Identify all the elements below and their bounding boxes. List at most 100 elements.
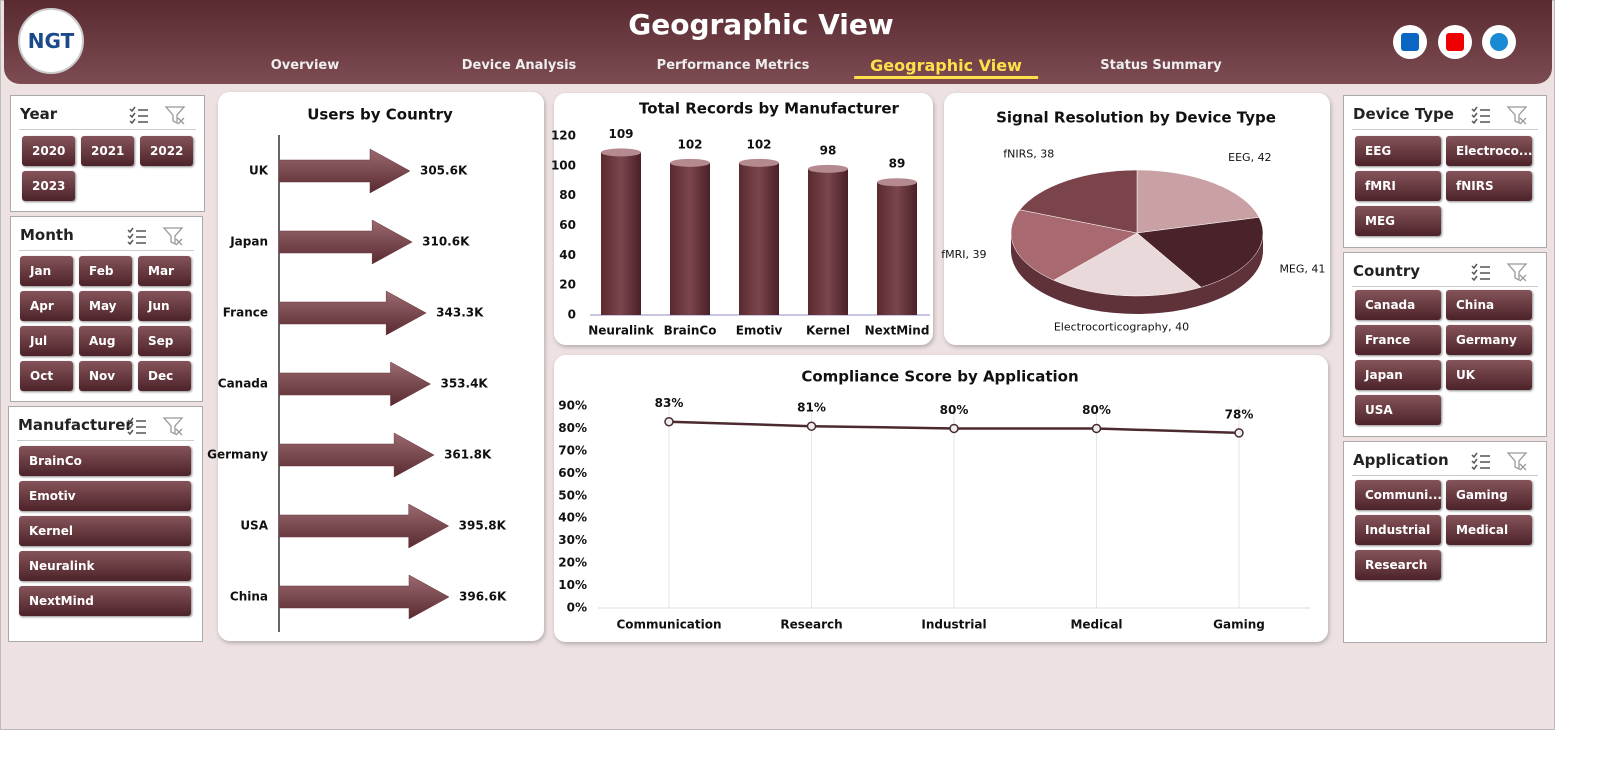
slicer-button[interactable]: Industrial bbox=[1355, 515, 1441, 545]
nav-tab[interactable]: Geographic View bbox=[854, 56, 1038, 79]
slicer-button[interactable]: Germany bbox=[1446, 325, 1532, 355]
slicer-button[interactable]: May bbox=[79, 291, 132, 321]
clear-filter-icon[interactable] bbox=[1506, 106, 1528, 125]
slicer-button[interactable]: Gaming bbox=[1446, 480, 1532, 510]
logo[interactable]: NGT bbox=[18, 8, 84, 74]
slicer-button[interactable]: Mar bbox=[138, 256, 191, 286]
slicer-button[interactable]: Jul bbox=[20, 326, 73, 356]
nav-tab[interactable]: Performance Metrics bbox=[656, 58, 810, 73]
data-label-separator: , bbox=[1251, 151, 1258, 164]
multi-select-icon[interactable] bbox=[129, 106, 148, 125]
data-label-category: Electrocorticography bbox=[1054, 321, 1169, 334]
slicer-button[interactable]: Jun bbox=[138, 291, 191, 321]
x-tick-label: Research bbox=[780, 618, 842, 632]
multi-select-icon[interactable] bbox=[127, 417, 146, 436]
clear-filter-icon[interactable] bbox=[1506, 452, 1528, 471]
slicer-button[interactable]: Feb bbox=[79, 256, 132, 286]
slicer-icons[interactable] bbox=[126, 225, 186, 247]
slicer-button[interactable]: fMRI bbox=[1355, 171, 1441, 201]
arrow-bar bbox=[278, 361, 432, 407]
clear-filter-icon[interactable] bbox=[1506, 263, 1528, 282]
value-label: 395.8K bbox=[459, 519, 507, 533]
slicer-button[interactable]: USA bbox=[1355, 395, 1441, 425]
value-label: 80% bbox=[940, 403, 969, 417]
nav-tab[interactable]: Overview bbox=[270, 58, 340, 73]
slicer-button[interactable]: Aug bbox=[79, 326, 132, 356]
data-label: Electrocorticography, 40 bbox=[1054, 321, 1189, 334]
value-label: 305.6K bbox=[420, 164, 468, 178]
line-point bbox=[1091, 423, 1102, 434]
slicer-button[interactable]: Medical bbox=[1446, 515, 1532, 545]
chart-title: Users by Country bbox=[307, 106, 453, 124]
multi-select-icon[interactable] bbox=[127, 227, 146, 246]
arrow-bar bbox=[278, 290, 427, 336]
slicer-button[interactable]: Japan bbox=[1355, 360, 1441, 390]
slicer-icons[interactable] bbox=[126, 415, 186, 437]
slicer-icons[interactable] bbox=[128, 104, 188, 126]
multi-select-icon[interactable] bbox=[1471, 263, 1490, 282]
slicer-button[interactable]: NextMind bbox=[19, 586, 191, 616]
slicer-button[interactable]: Dec bbox=[138, 361, 191, 391]
value-label: 102 bbox=[677, 137, 702, 151]
clear-filter-icon[interactable] bbox=[162, 417, 184, 436]
slicer-icons[interactable] bbox=[1470, 261, 1530, 283]
data-label-category: fNIRS bbox=[1003, 147, 1033, 160]
clear-filter-icon[interactable] bbox=[164, 106, 186, 125]
web-icon[interactable] bbox=[1482, 25, 1516, 59]
slicer-button[interactable]: Communi... bbox=[1355, 480, 1441, 510]
slicer-icons[interactable] bbox=[1470, 104, 1530, 126]
y-tick-label: 50% bbox=[558, 488, 587, 502]
slicer-button[interactable]: Canada bbox=[1355, 290, 1441, 320]
slicer-divider bbox=[19, 129, 196, 130]
slicer-button[interactable]: fNIRS bbox=[1446, 171, 1532, 201]
data-label-separator: , bbox=[1033, 147, 1040, 160]
data-label-value: 42 bbox=[1258, 151, 1272, 164]
slicer-button[interactable]: Electroco... bbox=[1446, 136, 1532, 166]
arrow-bar bbox=[278, 503, 450, 549]
slicer-button[interactable]: Jan bbox=[20, 256, 73, 286]
category-label: Canada bbox=[218, 377, 268, 391]
youtube-icon[interactable] bbox=[1438, 25, 1472, 59]
slicer-button[interactable]: Research bbox=[1355, 550, 1441, 580]
slicer-button[interactable]: 2020 bbox=[22, 136, 75, 166]
chart-title: Signal Resolution by Device Type bbox=[996, 109, 1276, 127]
arrow-bar bbox=[278, 432, 435, 478]
slicer-button[interactable]: China bbox=[1446, 290, 1532, 320]
nav-tab[interactable]: Status Summary bbox=[1100, 58, 1222, 73]
header: NGT Geographic View Overview Device Analy… bbox=[4, 0, 1552, 84]
category-label: Japan bbox=[229, 235, 268, 249]
slicer-button[interactable]: France bbox=[1355, 325, 1441, 355]
pie-slice bbox=[1010, 209, 1138, 281]
x-tick-label: NextMind bbox=[865, 324, 930, 338]
y-tick-label: 20% bbox=[558, 556, 587, 570]
y-tick-label: 20 bbox=[559, 278, 576, 292]
slicer-button[interactable]: BrainCo bbox=[19, 446, 191, 476]
slicer-button[interactable]: MEG bbox=[1355, 206, 1441, 236]
data-label: MEG, 41 bbox=[1279, 262, 1325, 275]
pie-slice bbox=[1019, 169, 1138, 234]
slicer-button[interactable]: Neuralink bbox=[19, 551, 191, 581]
page-title: Geographic View bbox=[628, 8, 894, 41]
slicer-button[interactable]: 2023 bbox=[22, 171, 75, 201]
multi-select-icon[interactable] bbox=[1471, 452, 1490, 471]
nav-tab[interactable]: Device Analysis bbox=[461, 58, 577, 73]
linkedin-icon[interactable] bbox=[1393, 25, 1427, 59]
slicer-button[interactable]: 2022 bbox=[140, 136, 193, 166]
bar bbox=[670, 162, 710, 315]
slicer-button[interactable]: 2021 bbox=[81, 136, 134, 166]
slicer-button[interactable]: Apr bbox=[20, 291, 73, 321]
multi-select-icon[interactable] bbox=[1471, 106, 1490, 125]
clear-filter-icon[interactable] bbox=[162, 227, 184, 246]
slicer-button[interactable]: Oct bbox=[20, 361, 73, 391]
slicer-button[interactable]: EEG bbox=[1355, 136, 1441, 166]
slicer-button[interactable]: Sep bbox=[138, 326, 191, 356]
slicer-icons[interactable] bbox=[1470, 450, 1530, 472]
slicer-button[interactable]: UK bbox=[1446, 360, 1532, 390]
slicer-button[interactable]: Emotiv bbox=[19, 481, 191, 511]
slicer-button[interactable]: Kernel bbox=[19, 516, 191, 546]
slicer-button[interactable]: Nov bbox=[79, 361, 132, 391]
data-label-value: 41 bbox=[1311, 262, 1325, 275]
data-label: fNIRS, 38 bbox=[1003, 147, 1054, 160]
value-label: 310.6K bbox=[422, 235, 470, 249]
